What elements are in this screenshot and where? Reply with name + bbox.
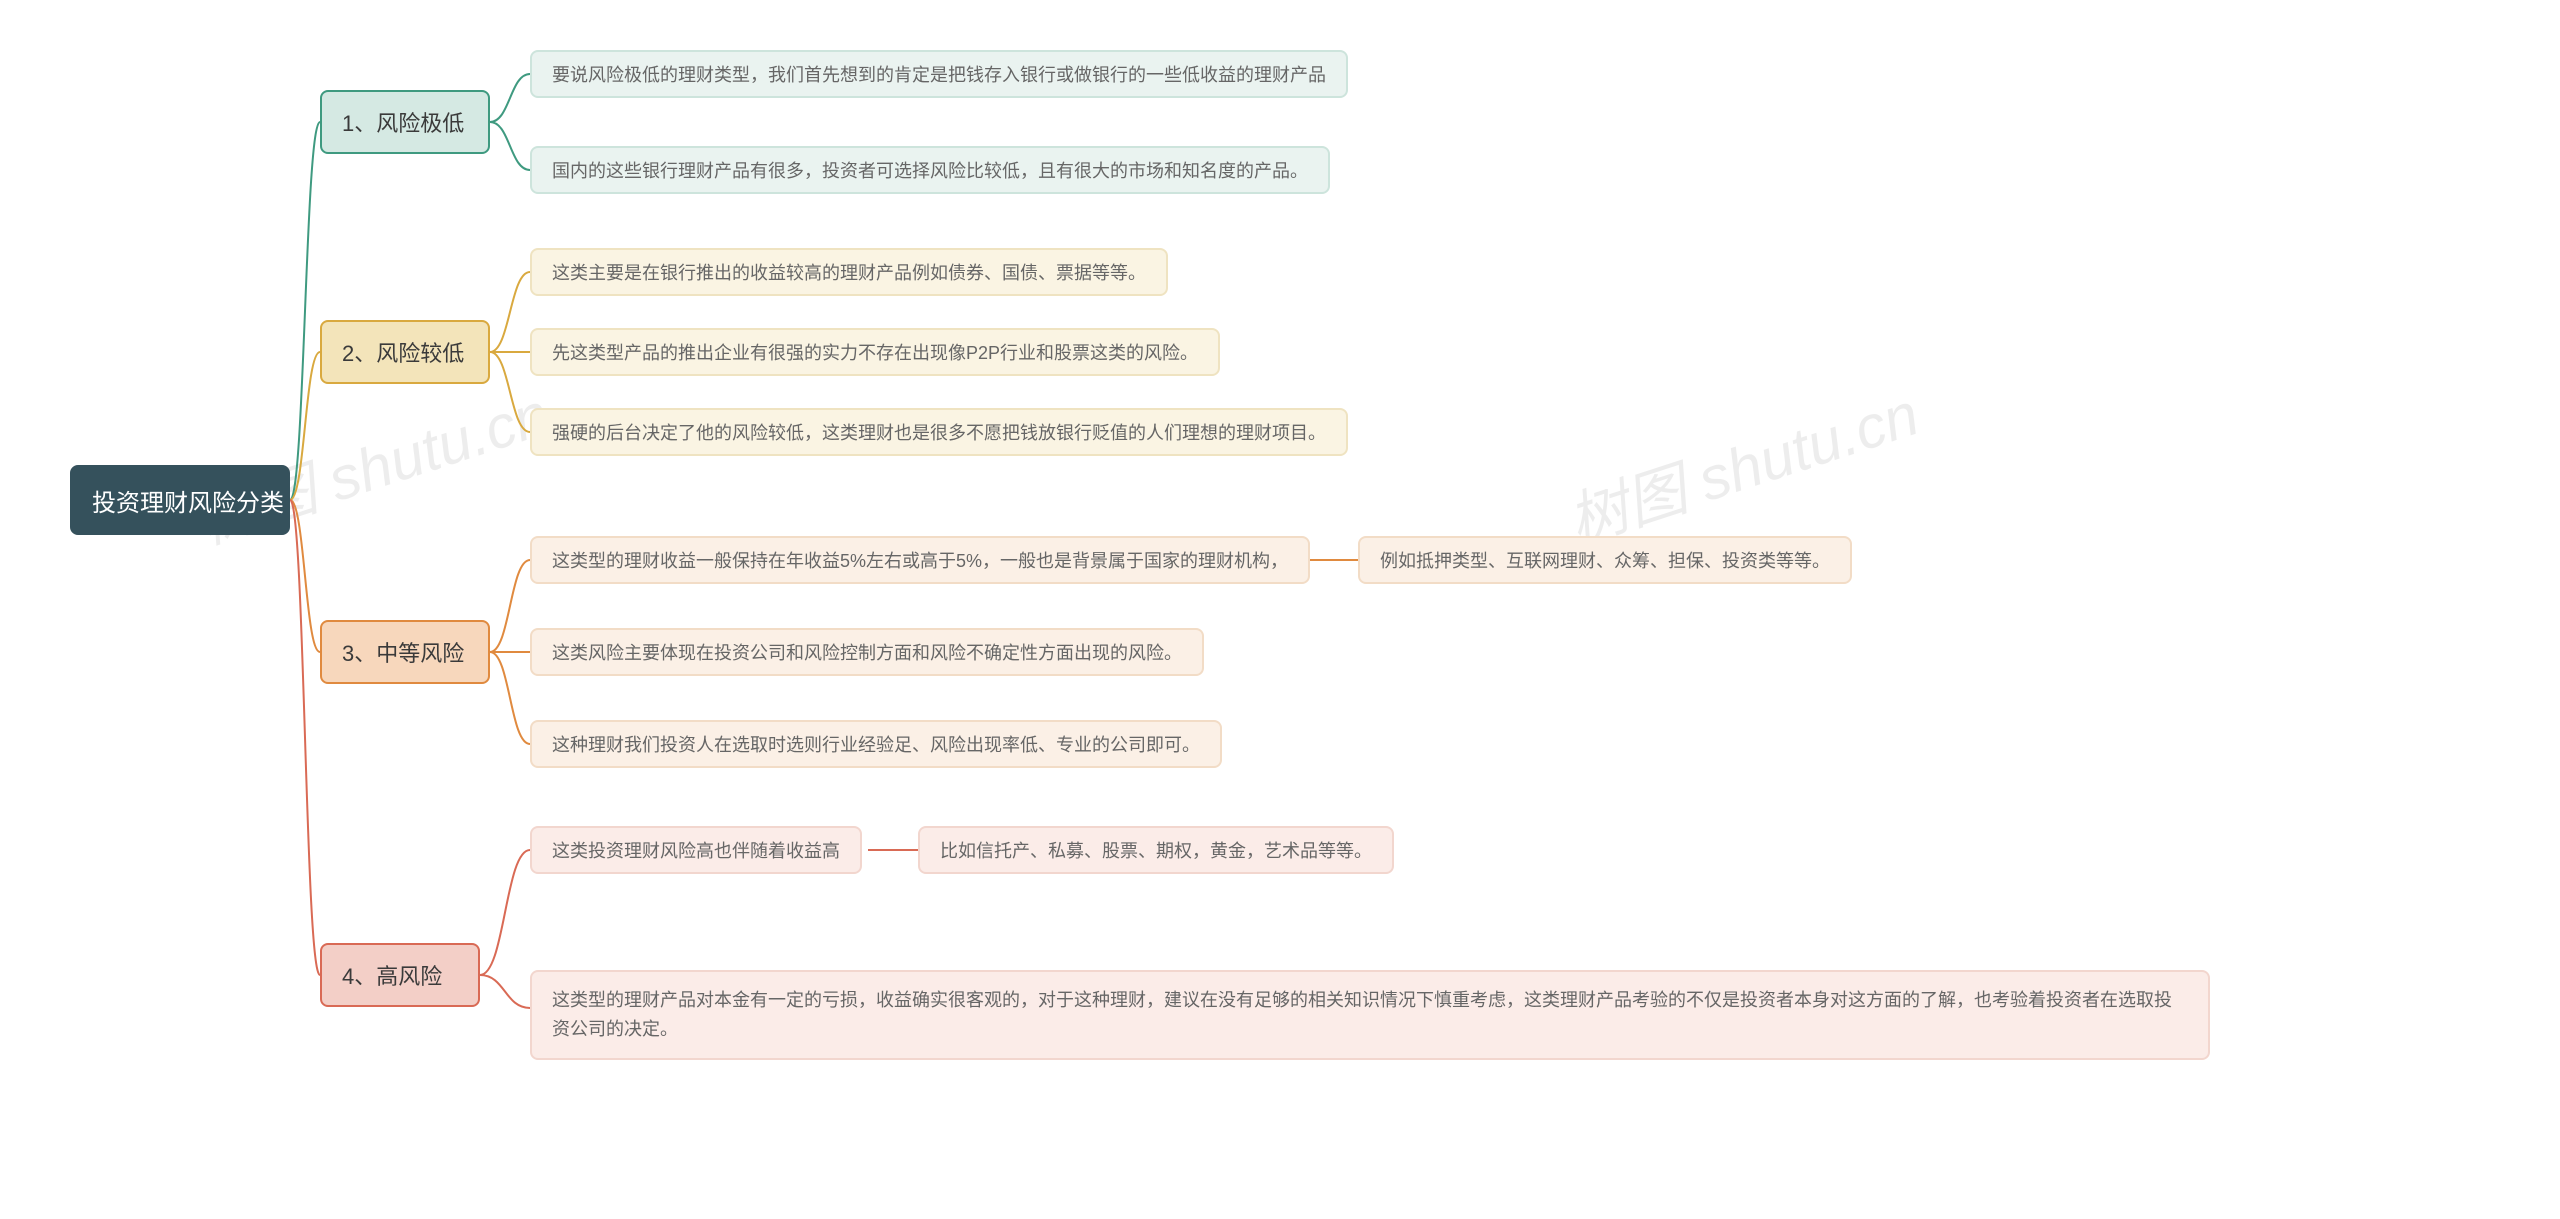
branch-label: 2、风险较低 (342, 336, 464, 368)
leaf-text: 这类主要是在银行推出的收益较高的理财产品例如债券、国债、票据等等。 (552, 259, 1146, 285)
leaf-text: 强硬的后台决定了他的风险较低，这类理财也是很多不愿把钱放银行贬值的人们理想的理财… (552, 419, 1326, 445)
leaf-text: 这类型的理财产品对本金有一定的亏损，收益确实很客观的，对于这种理财，建议在没有足… (552, 986, 2188, 1044)
leaf-text: 这类投资理财风险高也伴随着收益高 (552, 837, 840, 863)
root-node: 投资理财风险分类 (70, 465, 290, 535)
leaf-text: 先这类型产品的推出企业有很强的实力不存在出现像P2P行业和股票这类的风险。 (552, 339, 1198, 365)
leaf-text: 要说风险极低的理财类型，我们首先想到的肯定是把钱存入银行或做银行的一些低收益的理… (552, 61, 1326, 87)
leaf-node: 国内的这些银行理财产品有很多，投资者可选择风险比较低，且有很大的市场和知名度的产… (530, 146, 1330, 194)
root-label: 投资理财风险分类 (92, 483, 284, 518)
branch-node-high-risk: 4、高风险 (320, 943, 480, 1007)
branch-node-low-risk: 2、风险较低 (320, 320, 490, 384)
leaf-node: 要说风险极低的理财类型，我们首先想到的肯定是把钱存入银行或做银行的一些低收益的理… (530, 50, 1348, 98)
branch-label: 1、风险极低 (342, 106, 464, 138)
leaf-node: 这类型的理财收益一般保持在年收益5%左右或高于5%，一般也是背景属于国家的理财机… (530, 536, 1310, 584)
leaf-child-node: 例如抵押类型、互联网理财、众筹、担保、投资类等等。 (1358, 536, 1852, 584)
watermark: 树图 shutu.cn (1555, 366, 1928, 561)
leaf-text: 这类型的理财收益一般保持在年收益5%左右或高于5%，一般也是背景属于国家的理财机… (552, 547, 1288, 573)
leaf-node: 这类型的理财产品对本金有一定的亏损，收益确实很客观的，对于这种理财，建议在没有足… (530, 970, 2210, 1060)
leaf-child-node: 比如信托产、私募、股票、期权，黄金，艺术品等等。 (918, 826, 1394, 874)
leaf-node: 强硬的后台决定了他的风险较低，这类理财也是很多不愿把钱放银行贬值的人们理想的理财… (530, 408, 1348, 456)
leaf-child-text: 例如抵押类型、互联网理财、众筹、担保、投资类等等。 (1380, 547, 1830, 573)
leaf-text: 这类风险主要体现在投资公司和风险控制方面和风险不确定性方面出现的风险。 (552, 639, 1182, 665)
leaf-text: 这种理财我们投资人在选取时选则行业经验足、风险出现率低、专业的公司即可。 (552, 731, 1200, 757)
branch-label: 4、高风险 (342, 959, 442, 991)
leaf-child-text: 比如信托产、私募、股票、期权，黄金，艺术品等等。 (940, 837, 1372, 863)
branch-node-medium-risk: 3、中等风险 (320, 620, 490, 684)
leaf-text: 国内的这些银行理财产品有很多，投资者可选择风险比较低，且有很大的市场和知名度的产… (552, 157, 1308, 183)
leaf-node: 这类投资理财风险高也伴随着收益高 (530, 826, 862, 874)
branch-node-very-low-risk: 1、风险极低 (320, 90, 490, 154)
branch-label: 3、中等风险 (342, 636, 464, 668)
leaf-node: 先这类型产品的推出企业有很强的实力不存在出现像P2P行业和股票这类的风险。 (530, 328, 1220, 376)
leaf-node: 这种理财我们投资人在选取时选则行业经验足、风险出现率低、专业的公司即可。 (530, 720, 1222, 768)
leaf-node: 这类主要是在银行推出的收益较高的理财产品例如债券、国债、票据等等。 (530, 248, 1168, 296)
leaf-node: 这类风险主要体现在投资公司和风险控制方面和风险不确定性方面出现的风险。 (530, 628, 1204, 676)
